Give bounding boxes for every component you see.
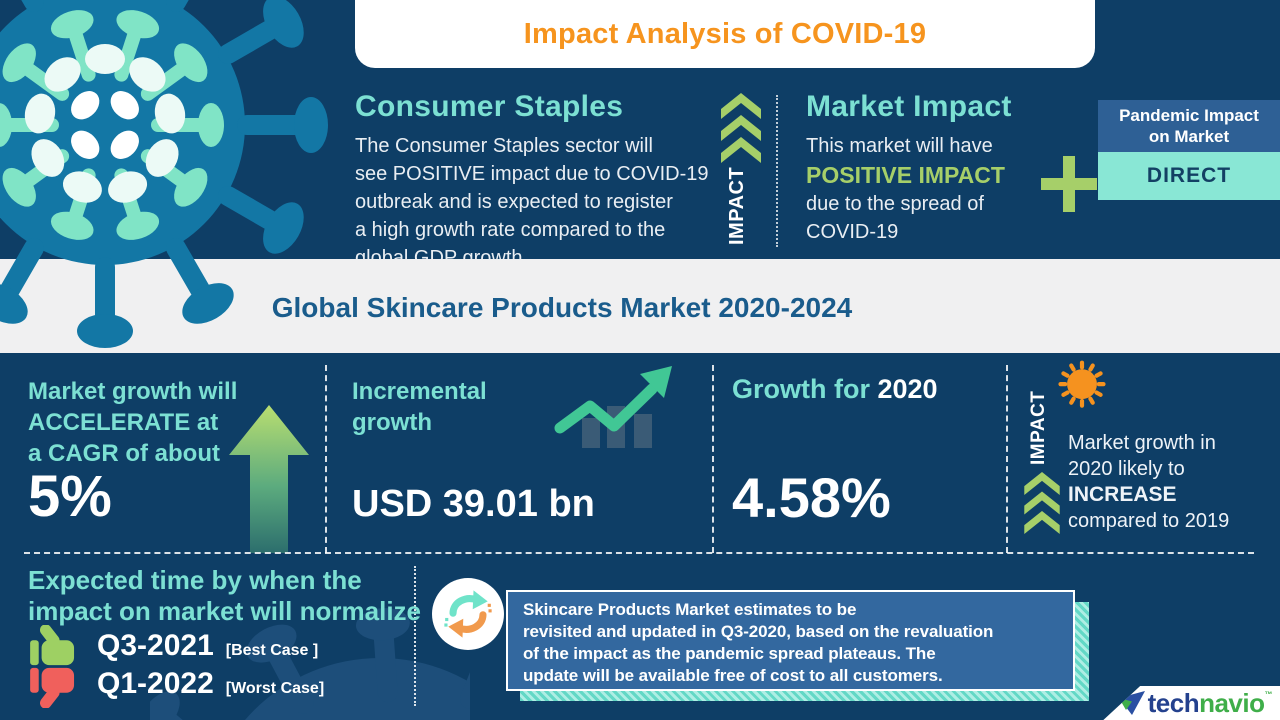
worst-case-label: [Worst Case] [225,680,325,697]
thumbs-down-icon [30,667,75,708]
heading-line: impact on market will normalize [28,596,421,626]
stat-line: ACCELERATE at [28,409,219,436]
plus-icon [1041,156,1097,212]
stat-line: Growth for [732,374,870,404]
impact2020-body: Market growth in 2020 likely to INCREASE… [1068,430,1229,534]
logo-text: technavio™ [1147,688,1273,718]
body-line: a high growth rate compared to the [355,219,666,241]
consumer-staples-body: The Consumer Staples sector will see POS… [355,132,708,272]
stat-line: compared to 2019 [1068,510,1230,532]
pandemic-impact-box: Pandemic Impact on Market [1098,100,1280,152]
stat-line: a CAGR of about [28,440,220,467]
bottom-divider [414,566,416,706]
note-line: of the impact as the pandemic spread pla… [523,644,936,663]
stat-line: Incremental [352,378,487,405]
logo-tm: ™ [1264,690,1273,699]
trend-line-up-icon [554,366,672,448]
pandemic-box-line: on Market [1148,127,1230,146]
stat-line: growth [352,409,432,436]
top-banner: Impact Analysis of COVID-19 [355,0,1095,68]
positive-impact-highlight: POSITIVE IMPACT [806,162,1005,188]
growth2020-value: 4.58% [732,466,891,529]
cagr-value: 5% [28,464,112,529]
worst-case-value: Q1-2022 [97,667,214,700]
stats-divider [1006,365,1008,553]
section-divider [24,552,1254,554]
incremental-value: USD 39.01 bn [352,483,595,525]
impact-vertical-label: IMPACT [1028,390,1049,465]
consumer-staples-heading: Consumer Staples [355,90,624,123]
triple-chevron-up-icon [721,93,761,163]
stat-line: Market growth in [1068,432,1216,454]
body-line: due to the spread of [806,193,984,215]
orange-virus-icon [1058,360,1106,408]
thumbs-up-icon [30,625,75,666]
body-line: outbreak and is expected to register [355,191,673,213]
cagr-heading: Market growth will ACCELERATE at a CAGR … [28,376,237,469]
body-line: see POSITIVE impact due to COVID-19 [355,163,709,185]
best-case-value: Q3-2021 [97,629,214,662]
best-case-row: Q3-2021 [Best Case ] [97,629,318,663]
growth2020-heading: Growth for 2020 [732,374,938,405]
stat-line: 2020 likely to [1068,458,1185,480]
refresh-badge [432,578,504,650]
virus-silhouette [150,608,470,720]
technavio-arrow-icon [1118,691,1145,715]
worst-case-row: Q1-2022 [Worst Case] [97,667,324,701]
report-title: Global Skincare Products Market 2020-202… [271,292,853,323]
stat-line: 2020 [877,374,938,404]
normalize-heading: Expected time by when the impact on mark… [28,565,421,627]
banner-title: Impact Analysis of COVID-19 [523,17,927,50]
dotted-divider [776,95,778,247]
logo-plate: technavio™ [1103,686,1280,720]
logo-tech: tech [1147,688,1200,718]
body-line: This market will have [806,135,993,157]
pandemic-box-line: Pandemic Impact [1119,106,1259,125]
body-line: The Consumer Staples sector will [355,135,653,157]
increase-highlight: INCREASE [1068,483,1177,506]
best-case-label: [Best Case ] [225,642,319,659]
triple-chevron-up-icon [1024,472,1060,534]
note-line: update will be available free of cost to… [523,666,943,685]
impact-vertical-label: IMPACT [726,166,748,245]
coronavirus-icon [0,0,328,348]
note-box: Skincare Products Market estimates to be… [506,590,1075,691]
stat-line: Market growth will [28,378,238,405]
incremental-heading: Incremental growth [352,376,487,438]
stats-divider [712,365,714,553]
refresh-icon [444,590,492,638]
logo-navio: navio [1199,688,1265,718]
note-line: Skincare Products Market estimates to be [523,600,857,619]
market-impact-body: This market will have POSITIVE IMPACT du… [806,132,1005,246]
market-impact-heading: Market Impact [806,90,1012,123]
note-line: revisited and updated in Q3-2020, based … [523,622,994,641]
stats-divider [325,365,327,553]
body-line: COVID-19 [806,221,899,243]
direct-badge: DIRECT [1098,152,1280,200]
heading-line: Expected time by when the [28,565,362,595]
growth-up-arrow-icon [229,405,309,553]
